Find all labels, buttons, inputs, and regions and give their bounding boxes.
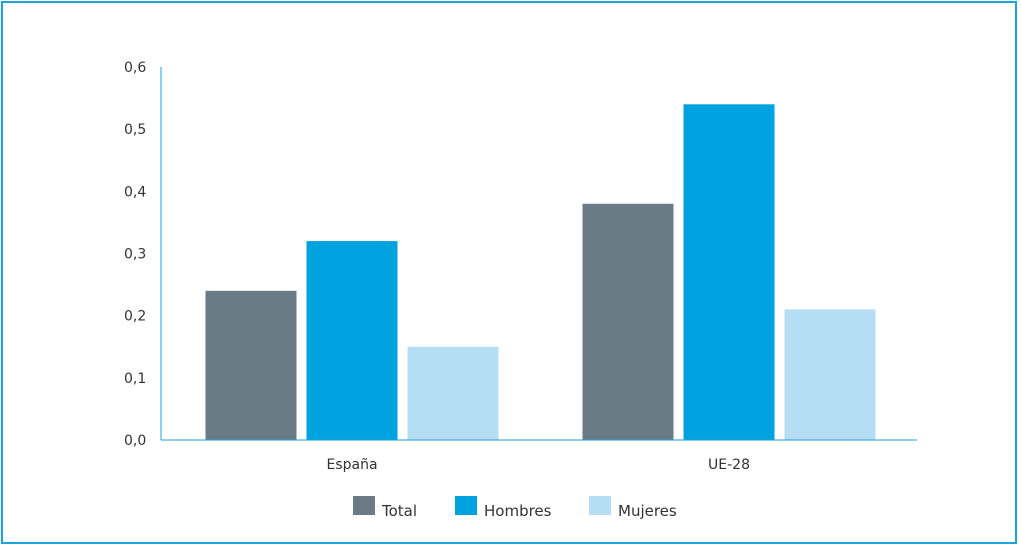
y-axis: 0,0 0,1 0,2 0,3 0,4 0,5 0,6 — [124, 60, 161, 449]
x-category-label: España — [326, 457, 377, 473]
legend-swatch-mujeres — [589, 496, 611, 515]
legend-label-total: Total — [381, 502, 417, 520]
y-tick-label: 0,4 — [124, 184, 146, 200]
bar-mujeres-1 — [785, 309, 876, 440]
legend-swatch-hombres — [455, 496, 477, 515]
legend-label-hombres: Hombres — [484, 502, 552, 520]
legend: Total Hombres Mujeres — [353, 496, 677, 520]
y-tick-label: 0,5 — [124, 122, 146, 138]
legend-label-mujeres: Mujeres — [618, 502, 677, 520]
y-tick-label: 0,0 — [124, 433, 146, 449]
x-category-label: UE-28 — [708, 457, 750, 473]
bar-hombres-0 — [307, 241, 398, 440]
y-tick-label: 0,2 — [124, 309, 146, 325]
y-tick-label: 0,3 — [124, 247, 146, 263]
bar-hombres-1 — [684, 104, 775, 440]
y-tick-label: 0,6 — [124, 60, 146, 76]
bar-mujeres-0 — [408, 347, 499, 440]
x-axis: España UE-28 — [161, 440, 917, 473]
bars — [206, 104, 876, 440]
y-tick-label: 0,1 — [124, 371, 146, 387]
bar-total-1 — [583, 204, 674, 440]
bar-total-0 — [206, 291, 297, 440]
legend-swatch-total — [353, 496, 375, 515]
